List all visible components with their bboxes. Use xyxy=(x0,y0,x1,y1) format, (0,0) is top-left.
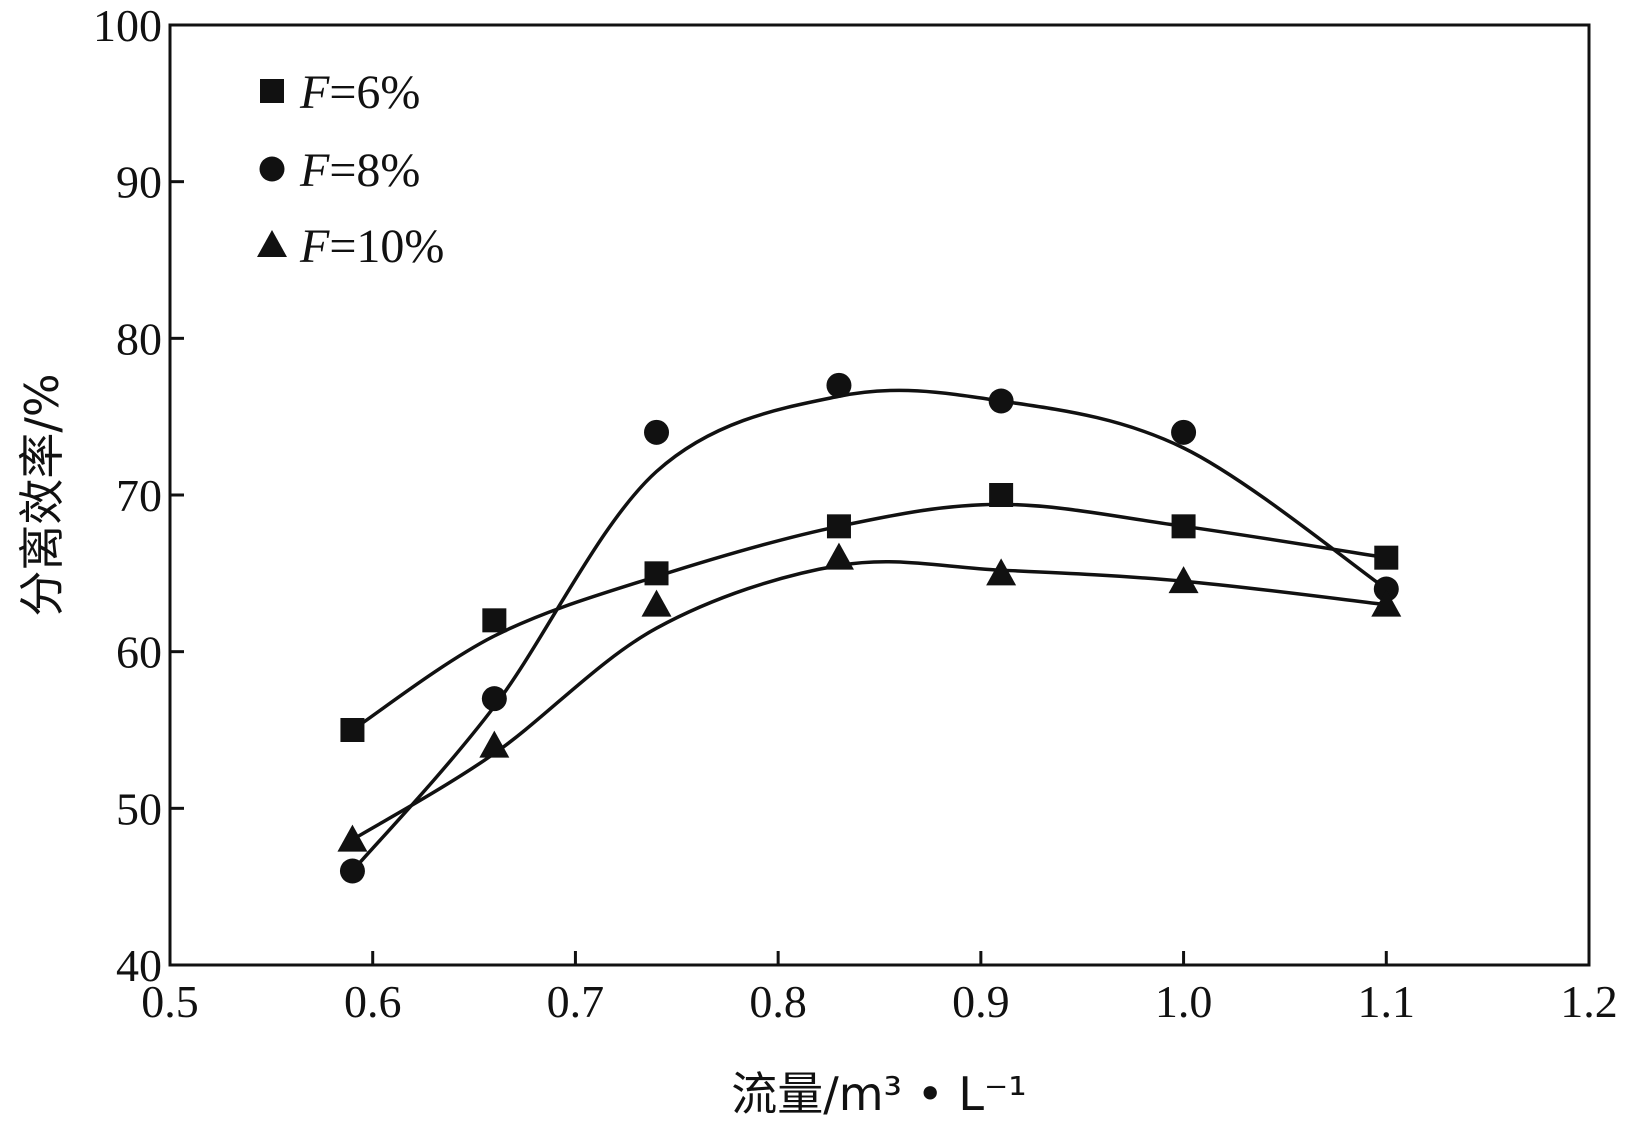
y-axis-title: 分离效率/% xyxy=(15,373,69,616)
data-point-square xyxy=(482,608,507,633)
data-point-circle xyxy=(988,388,1014,414)
legend-label: F=10% xyxy=(299,220,444,273)
fit-curve-square xyxy=(351,502,1387,732)
data-point-square xyxy=(340,718,365,742)
legend-marker-triangle xyxy=(257,230,287,257)
data-point-triangle xyxy=(986,558,1017,586)
data-point-triangle xyxy=(337,824,368,852)
legend: F=6% F=8% F=10% xyxy=(257,66,444,273)
fit-curves xyxy=(351,388,1388,873)
data-point-triangle xyxy=(1168,566,1199,594)
data-point-square xyxy=(1374,545,1399,570)
data-point-triangle xyxy=(823,542,854,570)
data-point-triangle xyxy=(641,589,672,617)
data-point-square xyxy=(826,514,851,539)
data-point-square xyxy=(1171,514,1196,539)
y-tick-label: 90 xyxy=(116,157,162,208)
data-point-circle xyxy=(481,686,507,712)
x-axis-ticks: 0.5 0.6 0.7 0.8 0.9 1.0 1.1 1.2 xyxy=(141,951,1618,1027)
y-tick-label: 40 xyxy=(116,940,162,991)
x-tick-label: 0.8 xyxy=(749,976,807,1027)
y-tick-label: 50 xyxy=(116,783,162,834)
data-point-circle xyxy=(339,858,365,884)
x-tick-label: 0.7 xyxy=(547,976,605,1027)
legend-label: F=8% xyxy=(299,144,420,197)
x-axis-title: 流量/m³ • L⁻¹ xyxy=(731,1067,1026,1121)
x-tick-label: 1.2 xyxy=(1560,976,1618,1027)
x-tick-label: 0.9 xyxy=(952,976,1010,1027)
x-tick-label: 1.0 xyxy=(1155,976,1213,1027)
data-point-circle xyxy=(644,419,670,445)
y-axis-ticks: 40 50 60 70 80 90 100 xyxy=(93,0,184,991)
data-point-square xyxy=(644,561,669,586)
legend-marker-circle xyxy=(259,156,285,182)
legend-marker-square xyxy=(260,79,284,103)
fit-curve-triangle xyxy=(351,560,1387,842)
y-tick-label: 70 xyxy=(116,470,162,521)
data-markers xyxy=(337,372,1402,884)
data-point-circle xyxy=(826,372,852,398)
data-point-circle xyxy=(1373,576,1399,602)
legend-label: F=6% xyxy=(299,66,420,119)
y-tick-label: 100 xyxy=(93,0,162,51)
data-point-triangle xyxy=(1371,589,1402,617)
x-tick-label: 0.6 xyxy=(344,976,402,1027)
y-tick-label: 80 xyxy=(116,313,162,364)
data-point-circle xyxy=(1171,419,1197,445)
data-point-triangle xyxy=(479,730,510,758)
x-tick-label: 1.1 xyxy=(1358,976,1416,1027)
y-tick-label: 60 xyxy=(116,627,162,678)
x-tick-label: 0.5 xyxy=(141,976,199,1027)
data-point-square xyxy=(989,483,1014,507)
